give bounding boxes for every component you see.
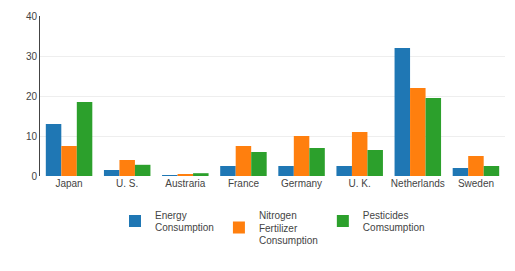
svg-text:U. K.: U. K. [349,178,371,189]
svg-text:Netherlands: Netherlands [391,178,445,189]
svg-text:40: 40 [26,11,38,22]
svg-text:Japan: Japan [55,178,82,189]
svg-text:Austraria: Austraria [165,178,205,189]
svg-text:Germany: Germany [281,178,322,189]
svg-text:0: 0 [31,171,37,182]
svg-text:EnergyConsumption: EnergyConsumption [155,210,214,234]
svg-text:NitrogenFertilizerConsumption: NitrogenFertilizerConsumption [259,210,318,247]
svg-text:U. S.: U. S. [116,178,138,189]
svg-text:Sweden: Sweden [458,178,494,189]
svg-text:France: France [228,178,260,189]
svg-text:PesticidesComsumption: PesticidesComsumption [363,210,425,234]
svg-text:20: 20 [26,91,38,102]
svg-text:30: 30 [26,51,38,62]
svg-text:10: 10 [26,131,38,142]
